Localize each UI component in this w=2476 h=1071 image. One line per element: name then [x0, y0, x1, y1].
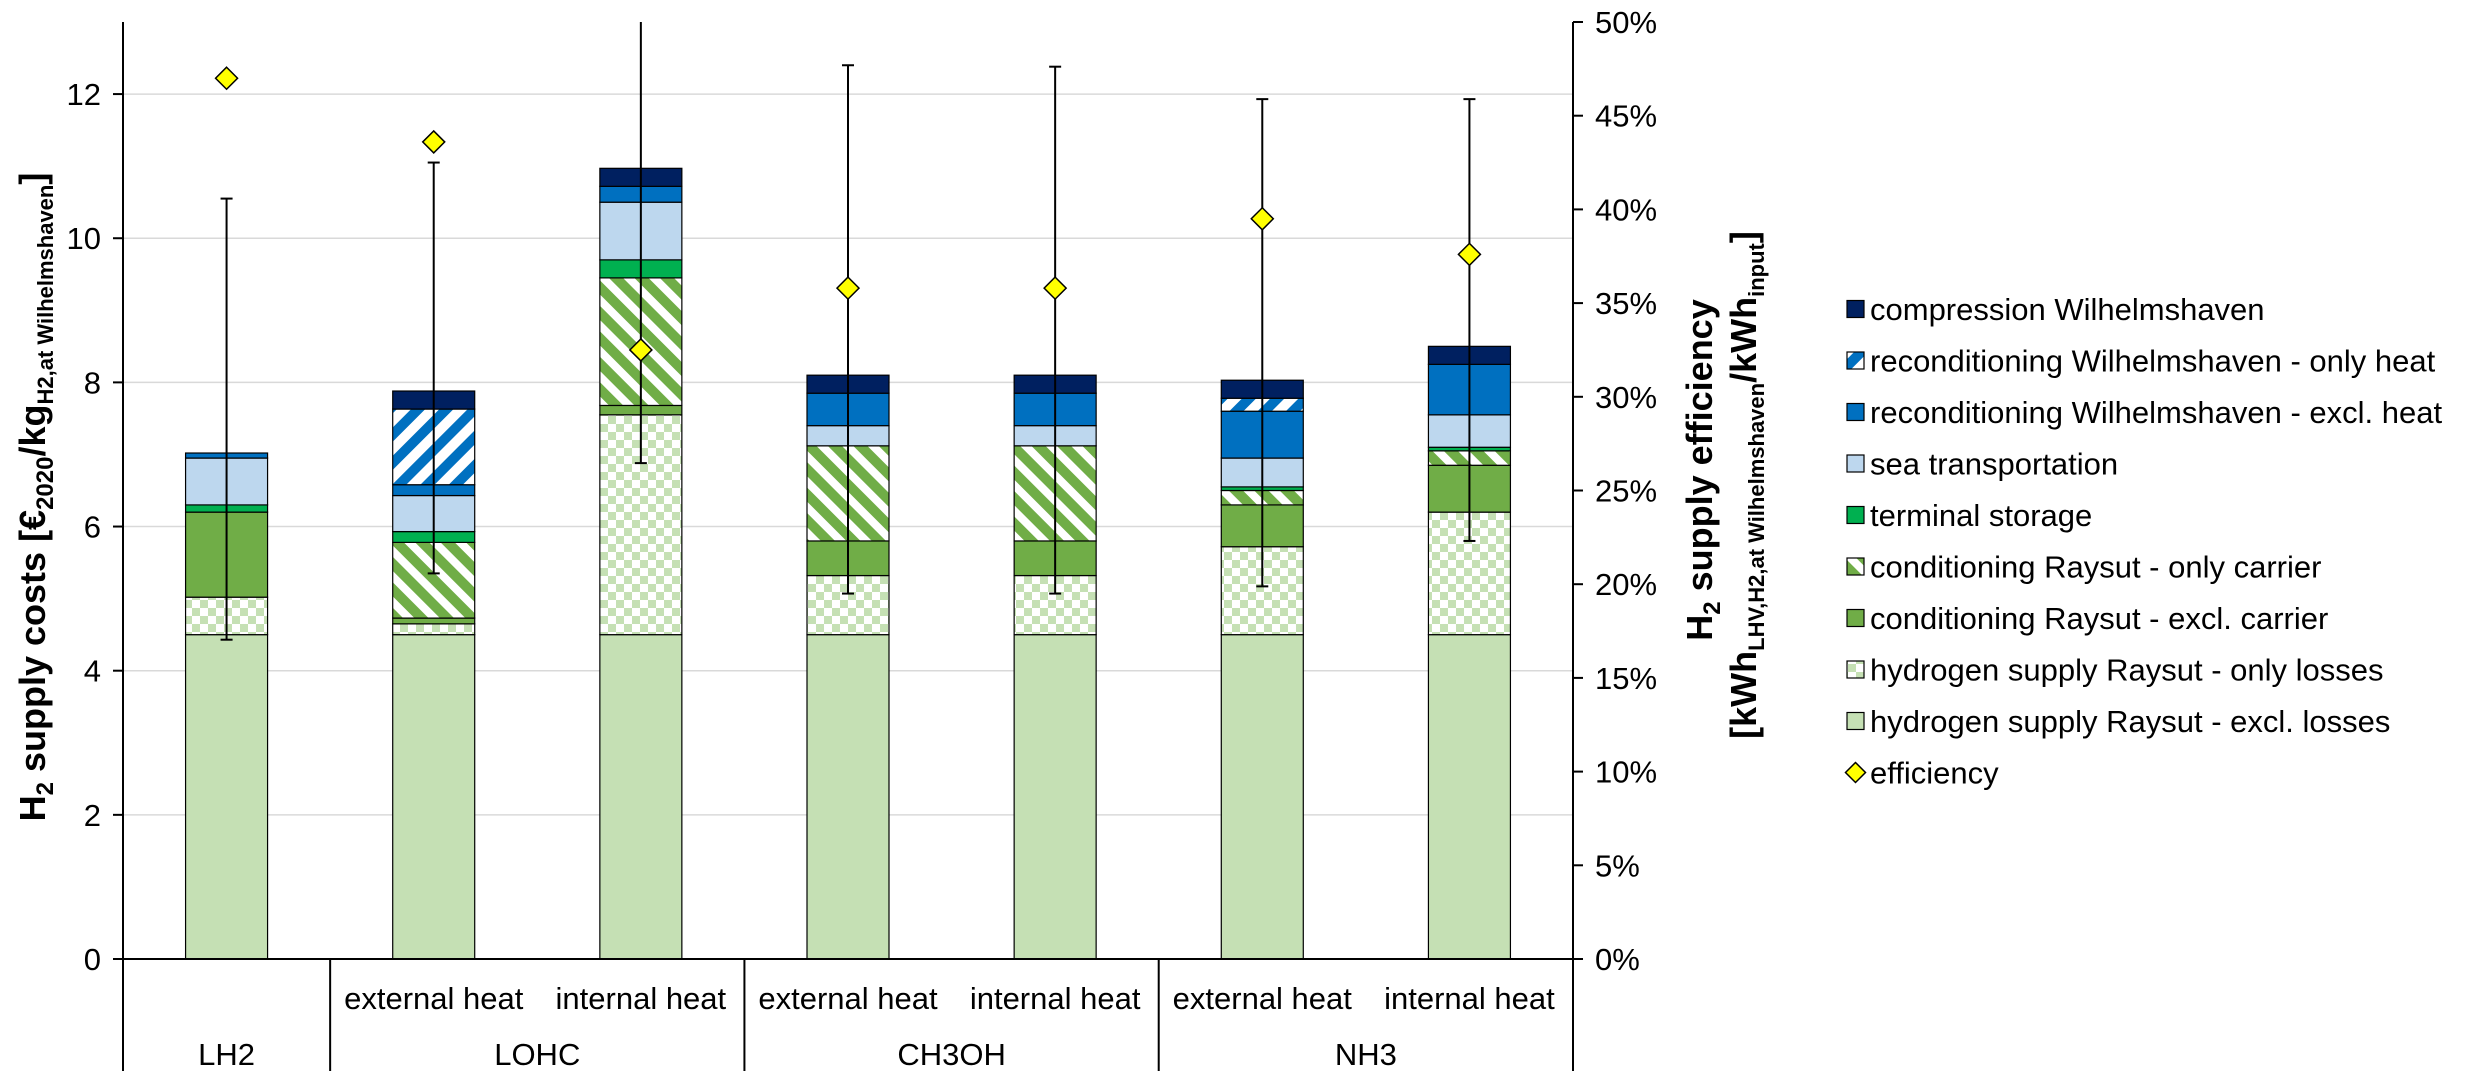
left-axis-title: H2 supply costs [€2020/kgH2,at Wilhelmsh… [12, 173, 59, 822]
efficiency-point [421, 129, 446, 154]
bar-segment [392, 634, 476, 960]
legend-item: conditioning Raysut - excl. carrier [1846, 601, 2328, 636]
subgroup-label: external heat [344, 981, 524, 1016]
bars [184, 167, 1512, 960]
right-tick-label: 35% [1595, 286, 1657, 321]
bar-segment [1427, 634, 1512, 960]
legend-swatch [1846, 299, 1865, 319]
efficiency-markers [214, 66, 1482, 363]
left-tick-label: 2 [84, 798, 101, 833]
legend-item: reconditioning Wilhelmshaven - only heat [1846, 344, 2436, 379]
group-label: NH3 [1335, 1037, 1397, 1071]
legend-label: terminal storage [1870, 498, 2092, 533]
right-tick-label: 25% [1595, 474, 1657, 509]
right-tick-label: 10% [1595, 755, 1657, 790]
left-axis-ticks: 0 2 4 6 8 10 12 [67, 77, 123, 977]
error-bars [220, 22, 1476, 641]
bar-segment [599, 634, 683, 960]
bar-stack-5 [1220, 379, 1304, 960]
legend-item: conditioning Raysut - only carrier [1846, 550, 2321, 585]
group-label: LH2 [198, 1037, 255, 1071]
legend-item: efficiency [1844, 756, 1999, 791]
legend-item: reconditioning Wilhelmshaven - excl. hea… [1846, 395, 2442, 430]
subgroup-label: internal heat [556, 981, 727, 1016]
legend-item: terminal storage [1846, 498, 2092, 533]
legend-label: reconditioning Wilhelmshaven - only heat [1870, 344, 2436, 379]
efficiency-point [628, 337, 653, 363]
group-label: CH3OH [897, 1037, 1006, 1071]
left-tick-label: 0 [84, 942, 101, 977]
left-tick-label: 4 [84, 654, 101, 689]
legend-label: hydrogen supply Raysut - excl. losses [1870, 704, 2390, 739]
legend-swatch [1846, 351, 1865, 370]
legend-swatch [1846, 557, 1865, 576]
right-tick-label: 0% [1595, 942, 1640, 977]
legend-swatch [1846, 454, 1865, 473]
bar-segment [392, 623, 476, 636]
legend-item: hydrogen supply Raysut - only losses [1846, 653, 2383, 688]
bar-segment [392, 617, 476, 625]
legend-item: compression Wilhelmshaven [1846, 292, 2265, 327]
efficiency-point [1250, 206, 1275, 231]
legend-swatch [1846, 608, 1865, 628]
efficiency-point [214, 66, 239, 91]
legend-swatch [1846, 660, 1865, 679]
right-tick-label: 5% [1595, 848, 1640, 883]
legend-label: hydrogen supply Raysut - only losses [1870, 653, 2383, 688]
legend-swatch [1846, 505, 1865, 525]
legend-swatch [1846, 402, 1865, 422]
efficiency-point [1457, 242, 1482, 267]
left-tick-label: 10 [67, 221, 101, 256]
legend-item: sea transportation [1846, 447, 2118, 482]
legend: compression Wilhelmshaven reconditioning … [1844, 292, 2442, 791]
legend-label: sea transportation [1870, 447, 2118, 482]
category-labels: external heat internal heat external heat i… [198, 981, 1555, 1071]
legend-label: reconditioning Wilhelmshaven - excl. hea… [1870, 395, 2442, 430]
left-tick-label: 6 [84, 510, 101, 545]
subgroup-label: external heat [758, 981, 938, 1016]
left-tick-label: 8 [84, 365, 101, 400]
bar-stack-2 [599, 167, 683, 960]
right-tick-label: 30% [1595, 380, 1657, 415]
right-axis-title-line2: [kWhLHV,H2,at Wilhelmshaven/kWhinput] [1723, 231, 1769, 739]
bar-segment [1013, 634, 1097, 960]
right-tick-label: 40% [1595, 192, 1657, 227]
bar-segment [184, 634, 269, 960]
right-tick-label: 20% [1595, 567, 1657, 602]
right-tick-label: 45% [1595, 99, 1657, 134]
legend-swatch [1846, 711, 1865, 731]
legend-label: efficiency [1870, 756, 1999, 791]
subgroup-label: internal heat [1384, 981, 1555, 1016]
legend-swatch [1844, 761, 1867, 784]
efficiency-point [1043, 276, 1068, 301]
legend-label: conditioning Raysut - only carrier [1870, 550, 2321, 585]
group-label: LOHC [494, 1037, 580, 1071]
right-axis-title-line1: H2 supply efficiency [1679, 299, 1726, 640]
subgroup-label: internal heat [970, 981, 1141, 1016]
efficiency-point [835, 276, 861, 301]
legend-item: hydrogen supply Raysut - excl. losses [1846, 704, 2390, 739]
subgroup-label: external heat [1173, 981, 1353, 1016]
legend-label: conditioning Raysut - excl. carrier [1870, 601, 2328, 636]
axes [122, 22, 1574, 1071]
bar-segment [1220, 634, 1304, 960]
right-axis-ticks: 0% 5% 10% 15% 20% 25% 30% 35% 40% 45% 50% [1573, 5, 1657, 977]
legend-label: compression Wilhelmshaven [1870, 292, 2265, 327]
right-tick-label: 50% [1595, 5, 1657, 40]
bar-segment [806, 634, 890, 960]
right-tick-label: 15% [1595, 661, 1657, 696]
left-tick-label: 12 [67, 77, 101, 112]
